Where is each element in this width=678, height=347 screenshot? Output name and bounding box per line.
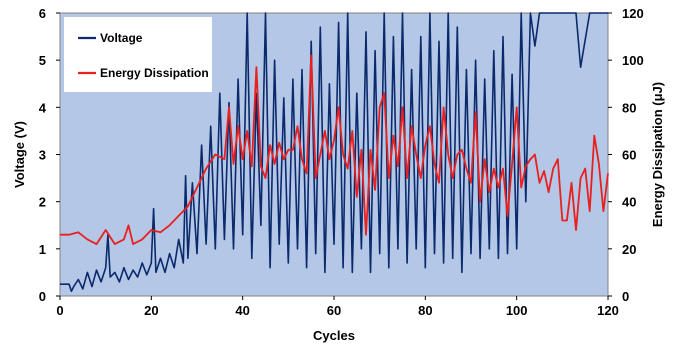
x-tick-label: 60 [327,303,341,318]
y-right-tick-label: 80 [622,100,636,115]
y-left-tick-label: 1 [39,242,46,257]
series-line-energy-dissipation [60,54,609,246]
chart-marks [60,12,609,293]
chart-axes: 0 20 40 60 80 100 1200123456020406080100120Cyc… [12,6,665,343]
x-tick-label: 100 [506,303,528,318]
y-right-tick-label: 20 [622,242,636,257]
legend-label: Energy Dissipation [100,66,209,80]
y-right-tick-label: 40 [622,195,636,210]
y-left-tick-label: 5 [39,53,46,68]
y-right-axis-title: Energy Dissipation (μJ) [650,82,665,227]
y-right-tick-label: 0 [622,289,629,304]
legend-label: Voltage [100,31,143,45]
y-left-tick-label: 6 [39,6,46,21]
x-tick-label: 0 [56,303,63,318]
y-left-tick-label: 2 [39,195,46,210]
x-tick-label: 120 [597,303,619,318]
x-tick-label: 80 [418,303,432,318]
x-axis-title: Cycles [313,328,355,343]
y-right-tick-label: 60 [622,148,636,163]
legend: Voltage Energy Dissipation [64,17,212,92]
y-left-tick-label: 4 [39,100,47,115]
y-left-tick-label: 3 [39,148,46,163]
x-tick-label: 40 [235,303,249,318]
y-right-tick-label: 120 [622,6,644,21]
y-right-tick-label: 100 [622,53,644,68]
y-left-tick-label: 0 [39,289,46,304]
legend-box [64,17,212,92]
x-tick-label: 20 [144,303,158,318]
y-left-axis-title: Voltage (V) [12,121,27,188]
